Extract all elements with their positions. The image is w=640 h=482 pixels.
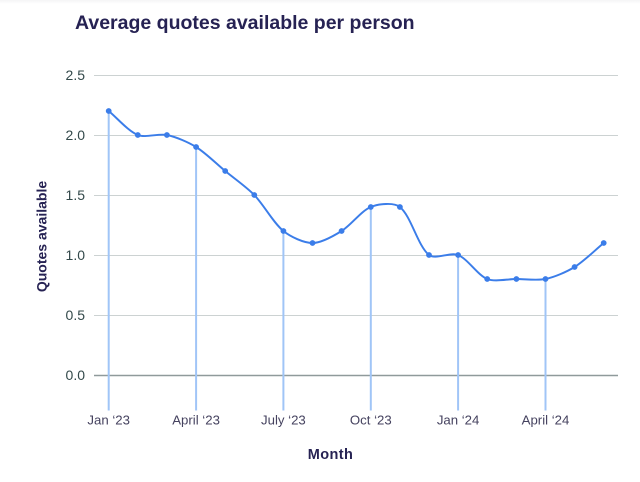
svg-text:July ‘23: July ‘23	[261, 413, 306, 428]
svg-text:2.5: 2.5	[66, 67, 86, 83]
svg-text:0.0: 0.0	[66, 367, 86, 383]
svg-text:2.0: 2.0	[66, 127, 86, 143]
svg-text:Oct ‘23: Oct ‘23	[350, 413, 392, 428]
svg-text:Average quotes available per p: Average quotes available per person	[75, 12, 415, 34]
svg-text:April ‘24: April ‘24	[522, 413, 570, 428]
svg-text:Jan ‘24: Jan ‘24	[437, 413, 480, 428]
svg-text:1.5: 1.5	[66, 187, 86, 203]
svg-text:Month: Month	[308, 447, 353, 463]
svg-text:1.0: 1.0	[66, 247, 86, 263]
svg-text:Jan ‘23: Jan ‘23	[87, 413, 130, 428]
svg-text:Quotes available: Quotes available	[34, 181, 50, 292]
svg-text:0.5: 0.5	[66, 307, 86, 323]
svg-text:April ‘23: April ‘23	[172, 413, 220, 428]
